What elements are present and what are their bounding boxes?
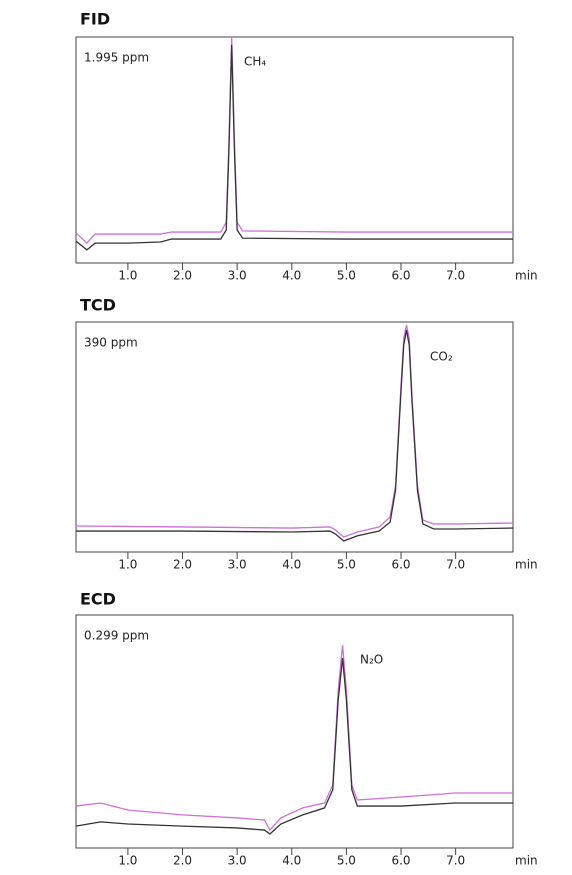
- plot-frame: [75, 36, 514, 264]
- x-tick-label: 5.0: [337, 854, 356, 868]
- plot-frame: [75, 614, 514, 849]
- x-tick-label: 3.0: [228, 854, 247, 868]
- x-tick-label: 5.0: [337, 558, 356, 572]
- x-tick-label: 2.0: [173, 854, 192, 868]
- peak-label: CO₂: [430, 350, 453, 364]
- x-tick-label: 4.0: [282, 269, 301, 283]
- panel-title: FID: [80, 10, 110, 29]
- x-tick-label: 2.0: [173, 558, 192, 572]
- peak-label: N₂O: [360, 653, 383, 667]
- x-tick-label: 4.0: [282, 854, 301, 868]
- trace: [76, 329, 514, 542]
- x-tick-label: 5.0: [337, 269, 356, 283]
- x-tick-label: 1.0: [118, 854, 137, 868]
- x-tick-label: 7.0: [446, 558, 465, 572]
- trace: [75, 644, 513, 832]
- peak-label: CH₄: [244, 55, 266, 69]
- x-tick-label: 7.0: [446, 269, 465, 283]
- panel-title: TCD: [80, 296, 116, 315]
- x-tick-label: 1.0: [118, 558, 137, 572]
- x-tick-label: 3.0: [228, 558, 247, 572]
- concentration: 390 ppm: [84, 336, 138, 350]
- x-tick-label: 1.0: [118, 269, 137, 283]
- x-tick-label: 4.0: [282, 558, 301, 572]
- concentration: 1.995 ppm: [84, 51, 149, 65]
- x-tick-label: 3.0: [228, 269, 247, 283]
- x-tick-label: 6.0: [391, 854, 410, 868]
- x-tick-label: 6.0: [391, 558, 410, 572]
- trace: [75, 658, 513, 835]
- x-axis-label: min: [515, 269, 538, 283]
- x-tick-label: 6.0: [391, 269, 410, 283]
- trace: [75, 36, 513, 245]
- concentration: 0.299 ppm: [84, 629, 149, 643]
- x-axis-label: min: [515, 854, 538, 868]
- trace: [75, 44, 513, 251]
- panel-title: ECD: [80, 590, 116, 609]
- x-axis-label: min: [515, 558, 538, 572]
- x-tick-label: 2.0: [173, 269, 192, 283]
- x-tick-label: 7.0: [446, 854, 465, 868]
- plot-frame: [75, 321, 514, 553]
